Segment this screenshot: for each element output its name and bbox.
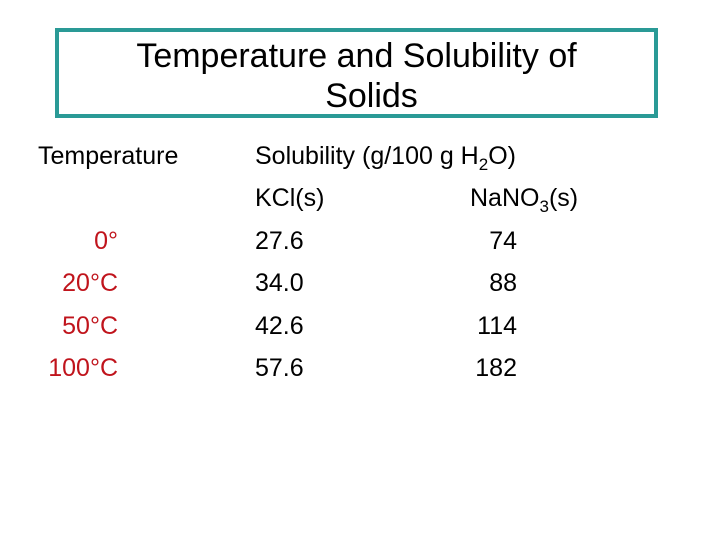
kcl-value: 27.6 (255, 227, 304, 255)
nano3-value: 88 (489, 269, 517, 297)
solubility-header-subscript: 2 (478, 155, 489, 174)
slide-title-line-1: Temperature and Solubility of (136, 37, 577, 75)
nano3-value: 74 (489, 227, 517, 255)
kcl-value: 34.0 (255, 269, 304, 297)
slide-title-line-2: Solids (325, 77, 418, 115)
kcl-header: KCl(s) (255, 184, 325, 212)
nano3-value: 114 (477, 312, 517, 340)
kcl-value: 42.6 (255, 312, 304, 340)
solubility-header: Solubility (g/100 g H2O) (255, 141, 516, 174)
title-box: Temperature and Solubility of Solids (55, 28, 658, 118)
temperature-value: 50°C (62, 312, 118, 340)
solubility-header-suffix: O) (488, 142, 516, 170)
nano3-header-prefix: NaNO (470, 184, 540, 212)
temperature-value: 0° (94, 227, 118, 255)
nano3-header-subscript: 3 (539, 197, 549, 216)
nano3-header-suffix: (s) (548, 184, 579, 212)
nano3-value: 182 (475, 354, 517, 382)
nano3-header: NaNO3(s) (470, 183, 579, 216)
solubility-header-prefix: Solubility (g/100 g H (255, 142, 479, 170)
kcl-value: 57.6 (255, 354, 304, 382)
temperature-value: 100°C (48, 354, 118, 382)
temperature-header: Temperature (38, 142, 179, 170)
temperature-value: 20°C (62, 269, 118, 297)
